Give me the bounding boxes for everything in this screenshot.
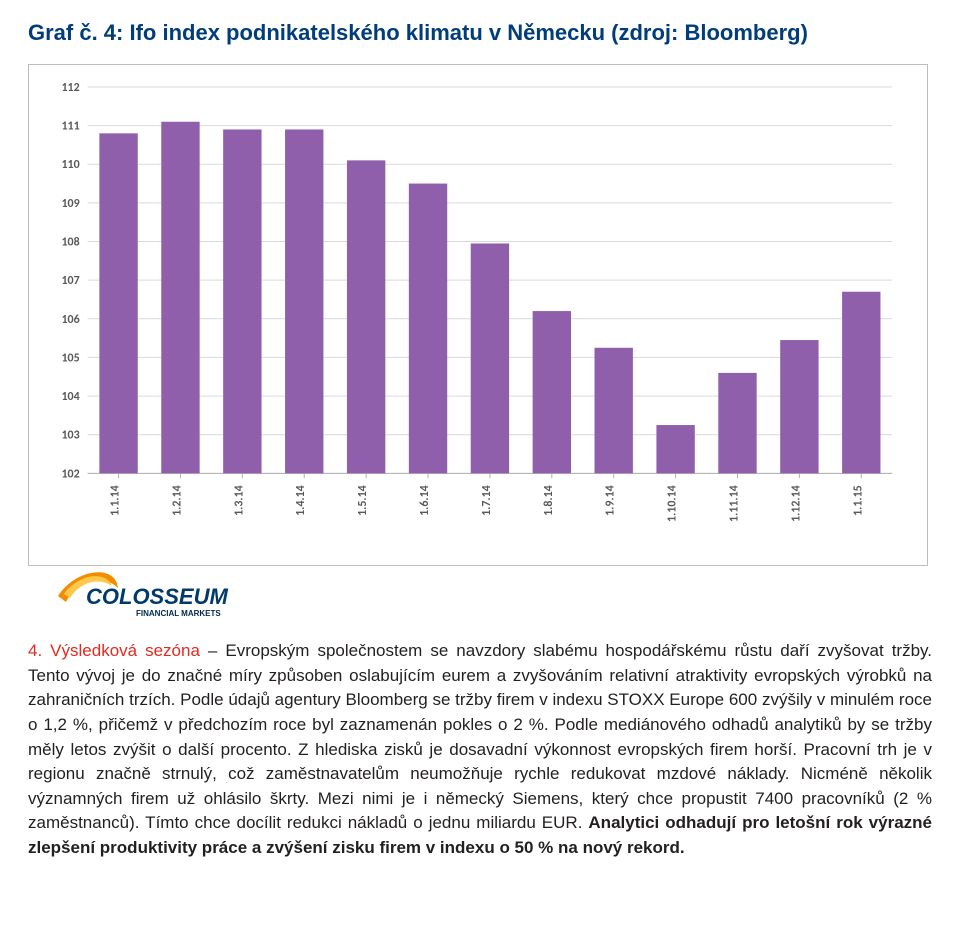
section-lead: 4. Výsledková sezóna	[28, 641, 200, 660]
svg-text:107: 107	[61, 274, 79, 288]
svg-text:1.8.14: 1.8.14	[542, 485, 556, 516]
svg-text:104: 104	[61, 390, 79, 404]
svg-text:1.9.14: 1.9.14	[604, 485, 618, 516]
bar	[223, 129, 261, 473]
svg-text:109: 109	[61, 197, 79, 211]
svg-text:1.1.14: 1.1.14	[109, 485, 123, 516]
svg-text:103: 103	[61, 429, 79, 443]
svg-text:105: 105	[61, 351, 79, 365]
svg-text:1.12.14: 1.12.14	[789, 485, 803, 522]
section-body: Tento vývoj je do značné míry způsoben o…	[28, 666, 932, 833]
svg-text:1.2.14: 1.2.14	[170, 485, 184, 516]
svg-text:108: 108	[61, 236, 79, 250]
logo-text-sub: FINANCIAL MARKETS	[136, 609, 221, 618]
bar	[161, 122, 199, 474]
section-lead-rest: – Evropským společnostem se navzdory sla…	[200, 641, 932, 660]
bar	[656, 425, 694, 473]
bar	[780, 340, 818, 473]
bar	[409, 184, 447, 474]
svg-text:110: 110	[61, 158, 79, 172]
bar	[347, 160, 385, 473]
chart-title: Graf č. 4: Ifo index podnikatelského kli…	[28, 20, 932, 46]
page: Graf č. 4: Ifo index podnikatelského kli…	[0, 0, 960, 902]
svg-text:102: 102	[61, 467, 79, 481]
logo-svg: COLOSSEUM FINANCIAL MARKETS	[48, 556, 238, 624]
bar	[718, 373, 756, 473]
svg-text:1.5.14: 1.5.14	[356, 485, 370, 516]
svg-text:1.7.14: 1.7.14	[480, 485, 494, 516]
svg-text:112: 112	[61, 81, 79, 95]
svg-text:106: 106	[61, 313, 79, 327]
bar	[285, 129, 323, 473]
bar-chart: 102 103 104 105 106 107 108 109 110 111 112 1.1.14 1…	[28, 64, 928, 566]
svg-text:1.6.14: 1.6.14	[418, 485, 432, 516]
bar	[842, 292, 880, 474]
bar	[595, 348, 633, 474]
svg-text:111: 111	[61, 120, 79, 134]
chart-svg: 102 103 104 105 106 107 108 109 110 111 112 1.1.14 1…	[39, 81, 903, 555]
bar	[99, 133, 137, 473]
svg-text:1.10.14: 1.10.14	[666, 485, 680, 522]
svg-text:1.11.14: 1.11.14	[727, 485, 741, 522]
bar	[471, 243, 509, 473]
svg-text:1.1.15: 1.1.15	[851, 485, 865, 516]
svg-text:1.3.14: 1.3.14	[232, 485, 246, 516]
logo-text-main: COLOSSEUM	[86, 584, 228, 609]
bar	[533, 311, 571, 473]
section-paragraph: 4. Výsledková sezóna – Evropským společn…	[28, 639, 932, 861]
brand-logo: COLOSSEUM FINANCIAL MARKETS	[28, 566, 932, 629]
svg-text:1.4.14: 1.4.14	[294, 485, 308, 516]
